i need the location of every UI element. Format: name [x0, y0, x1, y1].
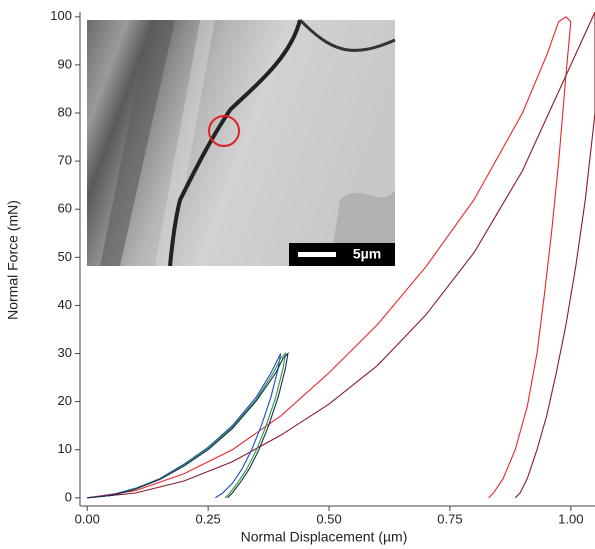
micrograph-inset: 5µm — [87, 18, 396, 267]
load-curve — [87, 351, 289, 499]
scale-bar-label: 5µm — [353, 246, 381, 262]
load-curve — [87, 351, 287, 499]
y-tick-label: 90 — [58, 56, 72, 71]
load-curve — [87, 16, 572, 499]
y-tick-label: 60 — [58, 201, 72, 216]
plot-area — [87, 12, 595, 499]
y-tick-label: 0 — [65, 489, 72, 504]
y-axis-title: Normal Force (mN) — [5, 200, 21, 320]
load-curve — [87, 353, 282, 499]
y-tick-label: 70 — [58, 153, 72, 168]
x-tick-label: 0.00 — [75, 511, 100, 526]
y-tick-label: 30 — [58, 345, 72, 360]
y-tick-label: 10 — [58, 441, 72, 456]
y-tick-label: 20 — [58, 393, 72, 408]
x-axis-title: Normal Displacement (µm) — [241, 529, 408, 545]
y-tick-label: 100 — [50, 8, 72, 23]
y-tick-label: 80 — [58, 104, 72, 119]
x-tick-label: 0.25 — [195, 511, 220, 526]
y-tick-label: 50 — [58, 249, 72, 264]
x-tick-label: 0.50 — [316, 511, 341, 526]
y-tick-label: 40 — [58, 297, 72, 312]
x-tick-label: 1.00 — [558, 511, 583, 526]
x-tick-label: 0.75 — [437, 511, 462, 526]
